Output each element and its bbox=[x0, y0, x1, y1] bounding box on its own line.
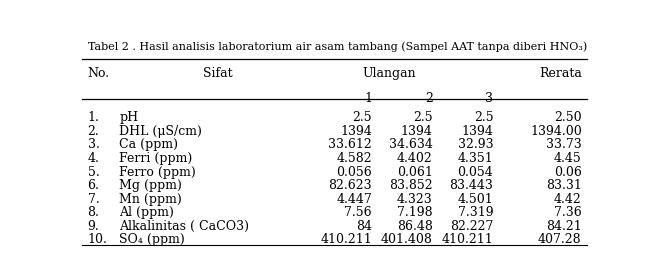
Text: 4.582: 4.582 bbox=[336, 152, 372, 165]
Text: 1394: 1394 bbox=[340, 125, 372, 138]
Text: Ca (ppm): Ca (ppm) bbox=[119, 138, 179, 151]
Text: 7.36: 7.36 bbox=[554, 206, 582, 219]
Text: 84: 84 bbox=[356, 220, 372, 233]
Text: 33.612: 33.612 bbox=[329, 138, 372, 151]
Text: 1394: 1394 bbox=[401, 125, 433, 138]
Text: 5.: 5. bbox=[87, 165, 99, 179]
Text: 2.: 2. bbox=[87, 125, 99, 138]
Text: 2.50: 2.50 bbox=[554, 111, 582, 124]
Text: 7.: 7. bbox=[87, 193, 99, 206]
Text: 9.: 9. bbox=[87, 220, 99, 233]
Text: Al (ppm): Al (ppm) bbox=[119, 206, 174, 219]
Text: 0.061: 0.061 bbox=[397, 165, 433, 179]
Text: 33.73: 33.73 bbox=[546, 138, 582, 151]
Text: 34.634: 34.634 bbox=[389, 138, 433, 151]
Text: 2: 2 bbox=[425, 92, 433, 105]
Text: 410.211: 410.211 bbox=[320, 234, 372, 246]
Text: 4.45: 4.45 bbox=[554, 152, 582, 165]
Text: SO₄ (ppm): SO₄ (ppm) bbox=[119, 234, 185, 246]
Text: 0.06: 0.06 bbox=[554, 165, 582, 179]
Text: 0.054: 0.054 bbox=[458, 165, 494, 179]
Text: 4.501: 4.501 bbox=[458, 193, 494, 206]
Text: 2.5: 2.5 bbox=[474, 111, 494, 124]
Text: 1394.00: 1394.00 bbox=[530, 125, 582, 138]
Text: 83.852: 83.852 bbox=[389, 179, 433, 192]
Text: 4.402: 4.402 bbox=[397, 152, 433, 165]
Text: 6.: 6. bbox=[87, 179, 100, 192]
Text: 32.93: 32.93 bbox=[458, 138, 494, 151]
Text: 3: 3 bbox=[485, 92, 494, 105]
Text: 83.31: 83.31 bbox=[546, 179, 582, 192]
Text: 10.: 10. bbox=[87, 234, 108, 246]
Text: Ferri (ppm): Ferri (ppm) bbox=[119, 152, 192, 165]
Text: Mn (ppm): Mn (ppm) bbox=[119, 193, 182, 206]
Text: 3.: 3. bbox=[87, 138, 100, 151]
Text: 7.319: 7.319 bbox=[458, 206, 494, 219]
Text: Alkalinitas ( CaCO3): Alkalinitas ( CaCO3) bbox=[119, 220, 250, 233]
Text: 4.323: 4.323 bbox=[397, 193, 433, 206]
Text: 7.56: 7.56 bbox=[344, 206, 372, 219]
Text: Ulangan: Ulangan bbox=[363, 67, 417, 80]
Text: 4.42: 4.42 bbox=[554, 193, 582, 206]
Text: No.: No. bbox=[87, 67, 110, 80]
Text: 1394: 1394 bbox=[462, 125, 494, 138]
Text: Sifat: Sifat bbox=[203, 67, 233, 80]
Text: Rerata: Rerata bbox=[539, 67, 582, 80]
Text: 410.211: 410.211 bbox=[441, 234, 494, 246]
Text: 84.21: 84.21 bbox=[546, 220, 582, 233]
Text: 8.: 8. bbox=[87, 206, 100, 219]
Text: 86.48: 86.48 bbox=[397, 220, 433, 233]
Text: 83.443: 83.443 bbox=[449, 179, 494, 192]
Text: 4.351: 4.351 bbox=[458, 152, 494, 165]
Text: 407.28: 407.28 bbox=[538, 234, 582, 246]
Text: 0.056: 0.056 bbox=[336, 165, 372, 179]
Text: 1: 1 bbox=[364, 92, 372, 105]
Text: 401.408: 401.408 bbox=[381, 234, 433, 246]
Text: 4.: 4. bbox=[87, 152, 100, 165]
Text: 82.227: 82.227 bbox=[450, 220, 494, 233]
Text: Ferro (ppm): Ferro (ppm) bbox=[119, 165, 196, 179]
Text: 4.447: 4.447 bbox=[336, 193, 372, 206]
Text: 2.5: 2.5 bbox=[353, 111, 372, 124]
Text: pH: pH bbox=[119, 111, 138, 124]
Text: 2.5: 2.5 bbox=[413, 111, 433, 124]
Text: DHL (μS/cm): DHL (μS/cm) bbox=[119, 125, 202, 138]
Text: 82.623: 82.623 bbox=[329, 179, 372, 192]
Text: 1.: 1. bbox=[87, 111, 100, 124]
Text: 7.198: 7.198 bbox=[397, 206, 433, 219]
Text: Mg (ppm): Mg (ppm) bbox=[119, 179, 183, 192]
Text: Tabel 2 . Hasil analisis laboratorium air asam tambang (Sampel AAT tanpa diberi : Tabel 2 . Hasil analisis laboratorium ai… bbox=[87, 41, 587, 52]
